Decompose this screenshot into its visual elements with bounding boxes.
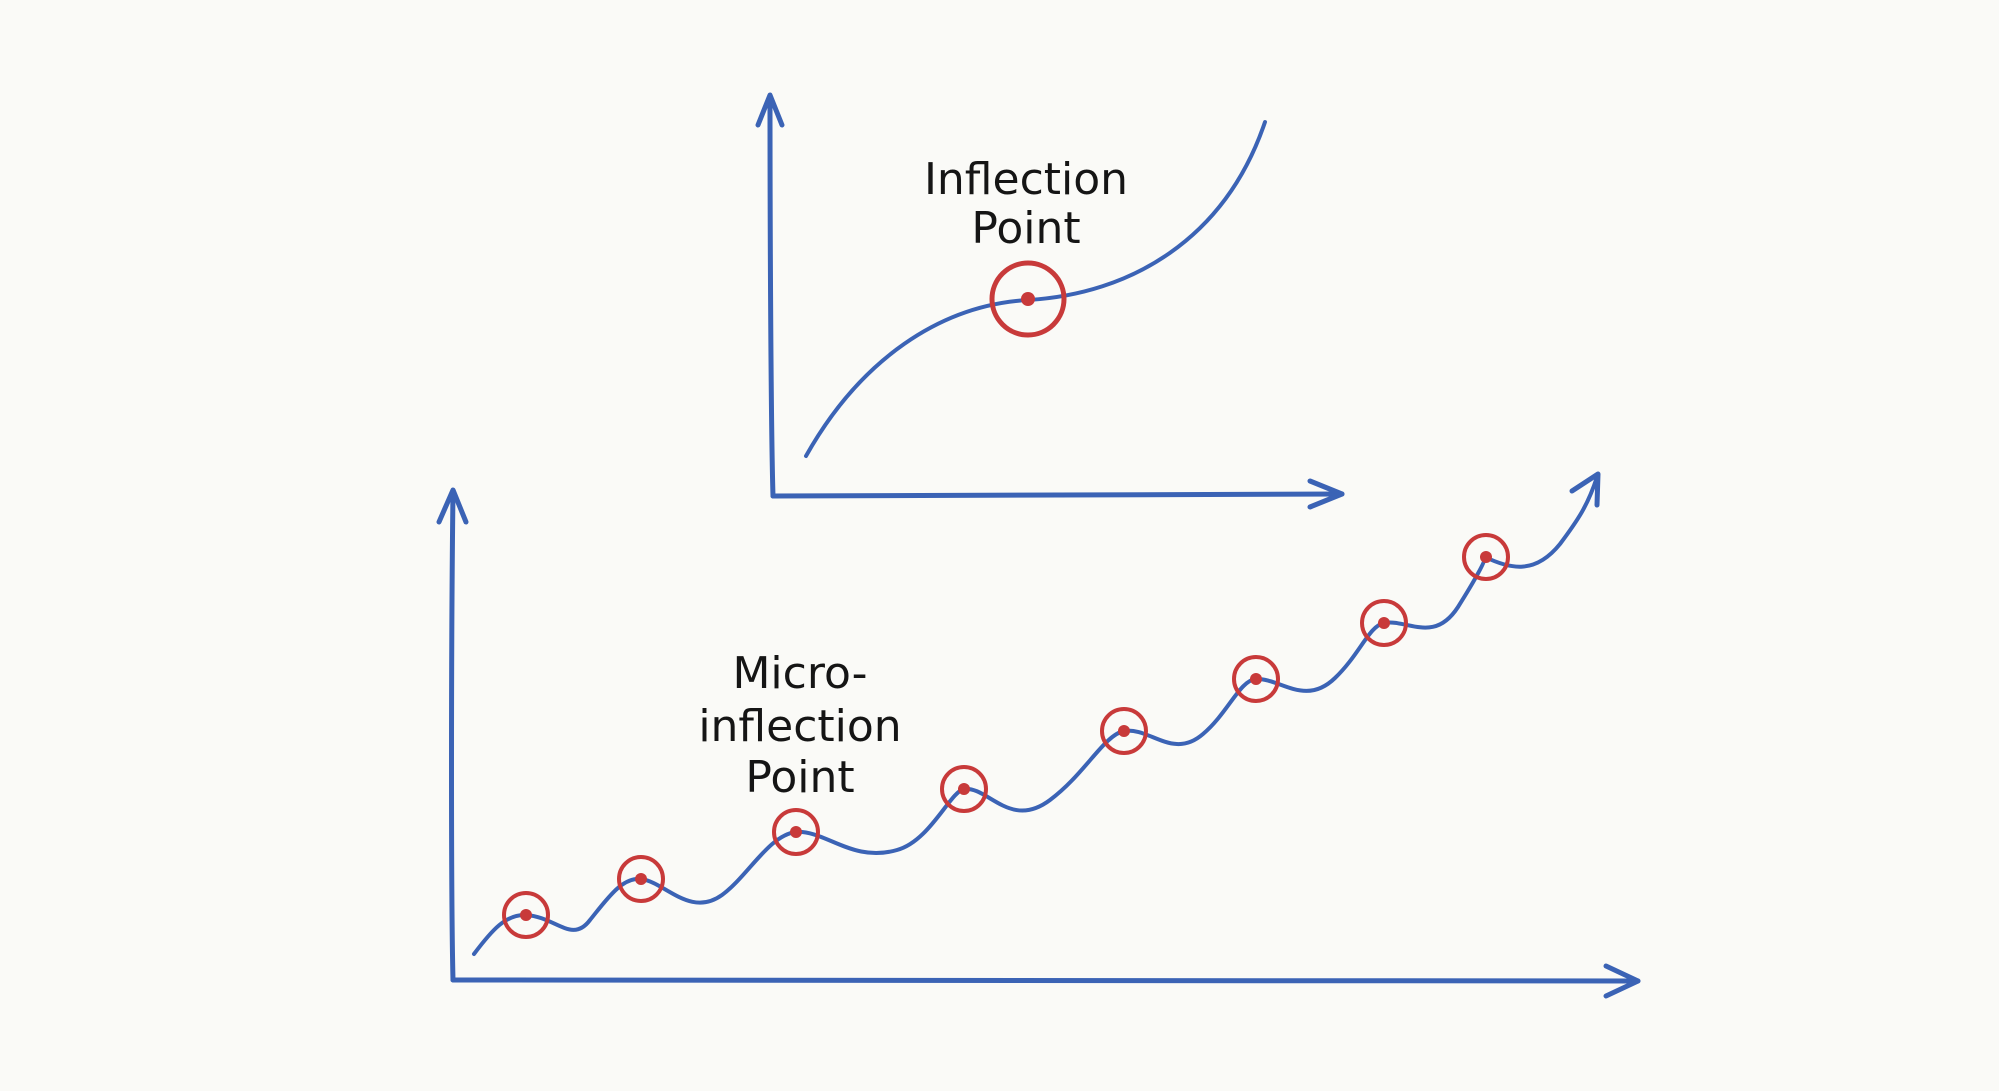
bottom-chart: Micro- inflection Point: [436, 471, 1641, 999]
bottom-chart-curve-arrowhead: [1569, 471, 1601, 508]
micro-inflection-markers: [502, 533, 1510, 939]
top-chart: Inflection Point: [755, 92, 1345, 510]
top-chart-y-axis-arrowhead: [755, 92, 785, 128]
micro-inflection-marker: [1232, 655, 1280, 703]
micro-inflection-label-line3: Point: [745, 752, 854, 803]
micro-inflection-marker: [1462, 533, 1510, 581]
micro-inflection-marker: [617, 855, 665, 903]
micro-inflection-marker: [1100, 707, 1148, 755]
bottom-chart-x-axis: [450, 976, 1641, 984]
top-chart-y-axis: [767, 93, 776, 499]
top-chart-x-axis: [770, 491, 1345, 499]
top-inflection-label-line1: Inflection: [924, 154, 1128, 205]
bottom-chart-x-axis-arrowhead: [1603, 963, 1641, 999]
micro-inflection-marker: [772, 808, 820, 856]
top-chart-x-axis-arrowhead: [1307, 478, 1345, 510]
micro-inflection-label-line1: Micro-: [732, 648, 867, 699]
top-inflection-marker: [989, 260, 1067, 338]
bottom-chart-y-axis: [449, 489, 456, 983]
micro-inflection-marker: [1360, 599, 1408, 647]
micro-inflection-marker: [502, 891, 550, 939]
micro-inflection-label-line2: inflection: [698, 701, 901, 752]
micro-inflection-marker: [940, 765, 988, 813]
top-inflection-label-line2: Point: [971, 203, 1080, 254]
bottom-chart-y-axis-arrowhead: [436, 487, 469, 525]
